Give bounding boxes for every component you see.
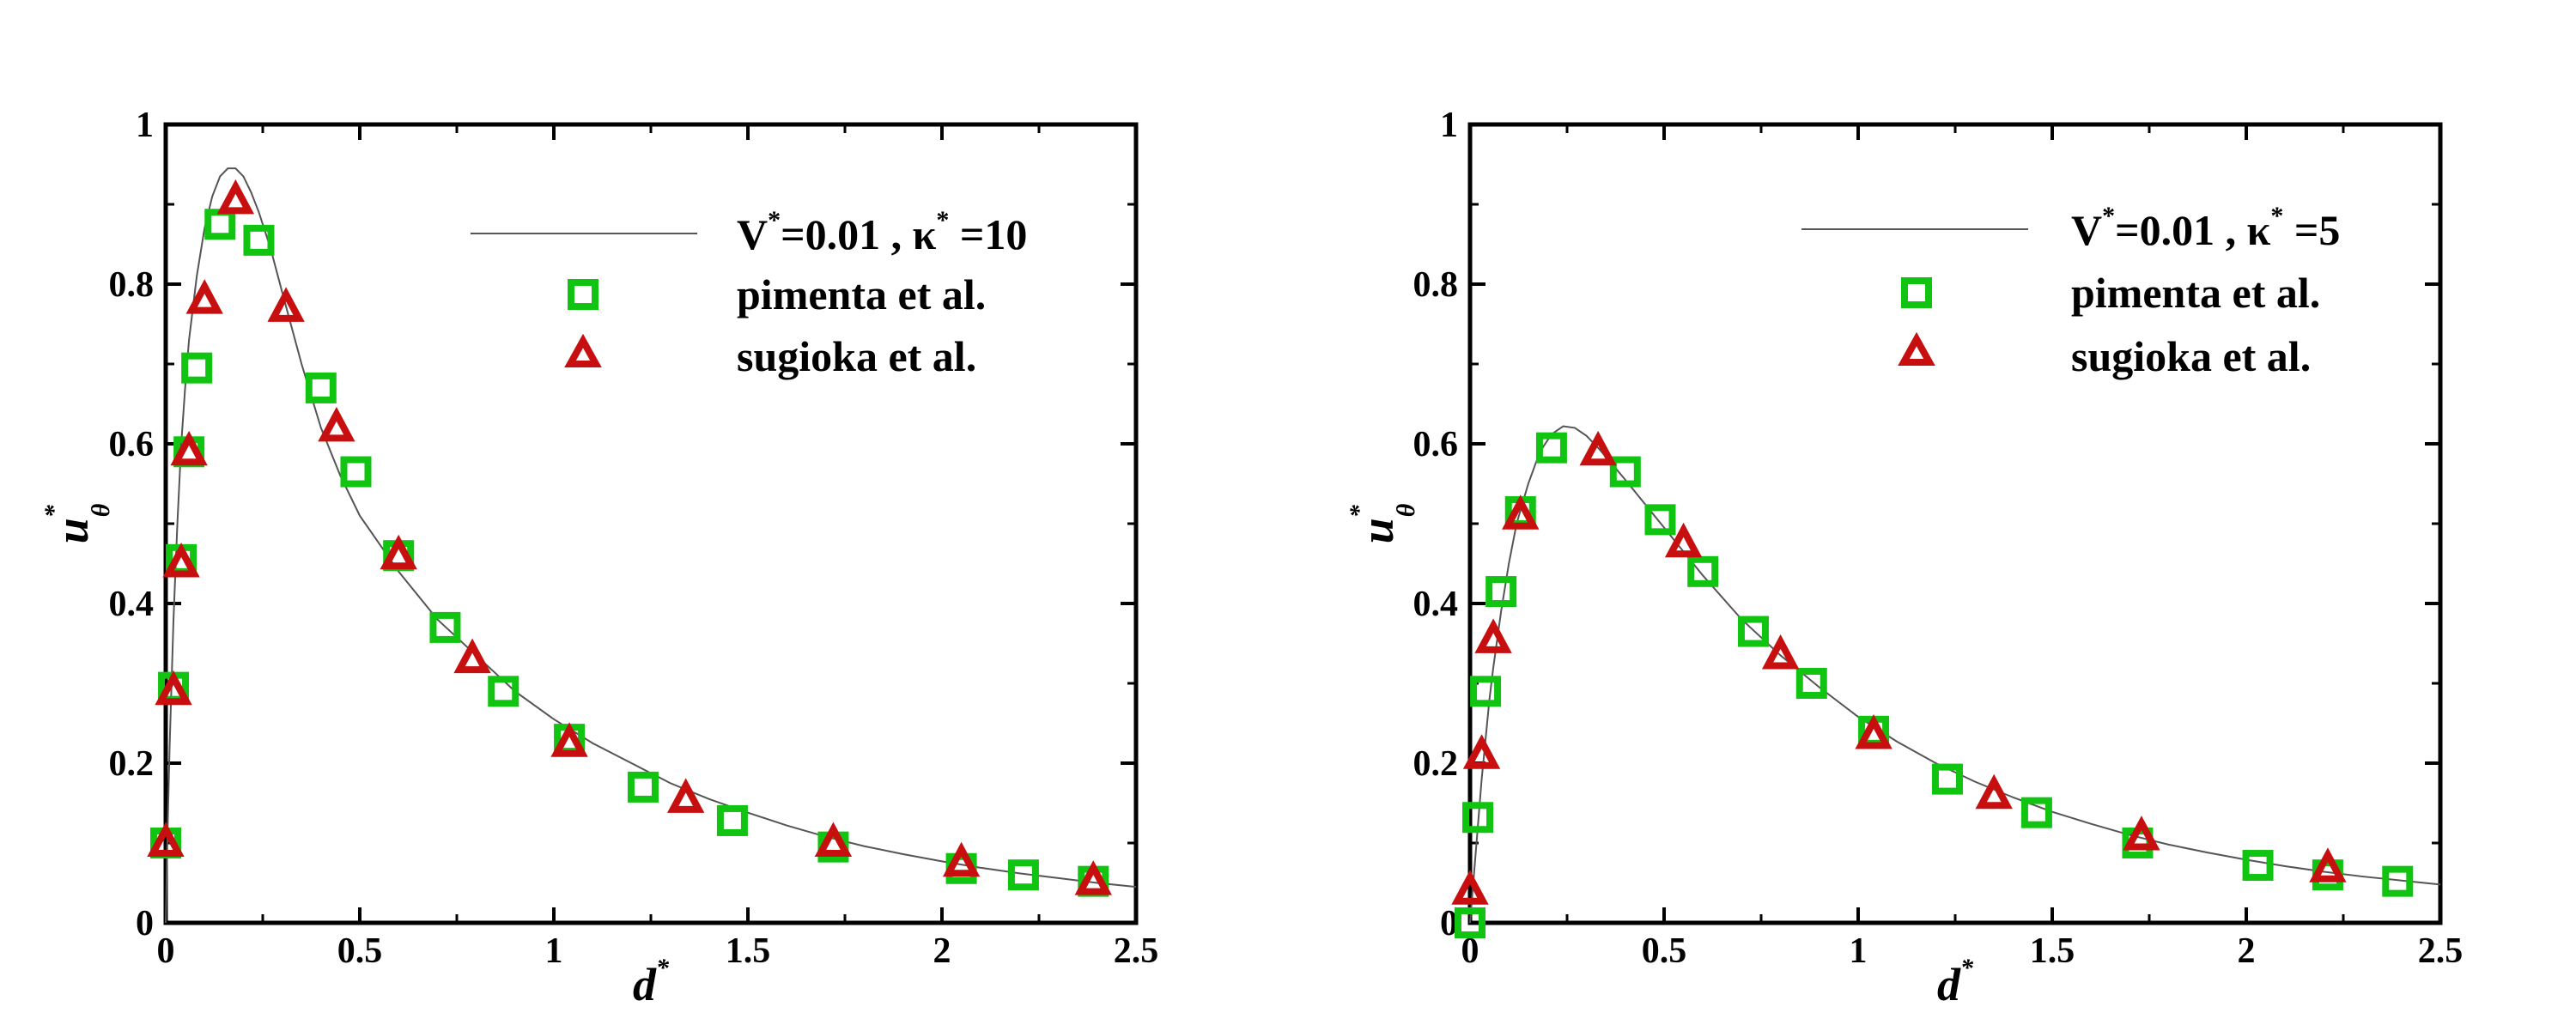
y-tick-label: 0.2 [109,744,155,784]
legend-triangle-marker [564,333,602,367]
square-marker [340,456,372,488]
legend-squares-label: pimenta et al. [737,270,986,318]
legend-squares-label: pimenta et al. [2071,269,2320,317]
square-marker [1485,576,1517,608]
triangle-marker [1761,634,1800,670]
legend-triangles-label: sugioka et al. [737,332,976,380]
legend: V*=0.01 , κ* =5 pimenta et al. sugioka e… [1801,202,2340,380]
triangle-marker [942,841,981,877]
triangle-marker [318,406,355,442]
triangle-marker [1074,860,1112,895]
x-tick-label: 2 [2238,931,2256,971]
triangle-marker [1664,522,1703,558]
x-tick-label: 1 [545,931,563,971]
triangle-marker [380,534,417,570]
square-marker [1007,859,1039,891]
x-tick-label: 1.5 [2030,931,2075,971]
triangle-marker [453,638,491,674]
square-marker [1931,763,1963,795]
y-axis-label: u* θ [1345,503,1420,543]
y-tick-label: 0.6 [1413,425,1459,464]
square-marker [2382,865,2414,897]
square-marker [1462,802,1494,834]
triangle-marker [162,543,200,578]
y-tick-label: 0.4 [109,585,155,624]
square-marker [2242,850,2274,882]
legend: V*=0.01 , κ* =10 pimenta et al. sugioka … [471,206,1027,380]
triangle-marker [1855,713,1893,749]
x-tick-label: 0.5 [1642,931,1687,971]
y-tick-label: 0.2 [1413,744,1459,784]
triangle-marker [550,722,588,757]
legend-line-label: V*=0.01 , κ* =5 [2071,202,2340,254]
triangle-marker [185,279,223,314]
triangle-marker [1474,618,1512,653]
square-marker [204,209,236,240]
triangle-marker [814,822,853,857]
y-tick-label: 0 [1440,904,1458,943]
triangle-marker [1451,870,1489,905]
x-tick-label: 2.5 [1114,931,1159,971]
square-marker [1687,555,1719,587]
triangle-marker [147,822,185,857]
triangle-marker [170,430,208,466]
triangle-marker [1462,734,1501,769]
square-marker [1644,504,1676,536]
triangle-marker [1502,494,1540,530]
chart-right: u* θ d* V*=0.01 , κ* =5 pimenta et al. su… [1345,106,2463,1010]
x-axis-label: d* [633,954,670,1010]
legend-line-label: V*=0.01 , κ* =10 [737,206,1027,258]
triangle-marker [1579,430,1617,466]
square-marker [243,224,275,256]
triangle-marker [666,778,705,813]
square-marker [1795,668,1827,699]
legend-square-marker [568,279,598,310]
triangle-marker [2123,816,2160,851]
triangle-marker [2309,847,2347,882]
square-marker [1737,616,1769,647]
x-tick-label: 1 [1850,931,1868,971]
triangle-marker [267,287,305,322]
legend-square-marker [1901,277,1932,308]
x-axis-label: d* [1937,954,1974,1010]
triangle-marker [216,179,255,215]
series-line [165,167,1137,924]
triangle-marker [1975,773,2013,810]
square-marker [1609,456,1641,488]
x-tick-label: 1.5 [726,931,771,971]
y-tick-label: 0 [136,904,154,943]
y-tick-label: 0.8 [1413,265,1459,305]
y-tick-label: 0.4 [1413,585,1459,624]
square-marker [305,372,337,403]
y-axis-label: u* θ [39,503,115,543]
x-tick-label: 2 [933,931,951,971]
square-marker [488,676,519,707]
square-marker [1470,676,1502,707]
y-tick-label: 0.6 [109,425,155,464]
square-marker [429,611,461,643]
x-tick-label: 0.5 [337,931,383,971]
y-tick-label: 1 [136,106,154,145]
square-marker [2020,797,2052,828]
square-marker [1455,907,1485,938]
chart-left: u* θ d* V*=0.01 , κ* =10 pimenta et al. s… [39,106,1158,1010]
legend-triangle-marker [1898,331,1935,366]
x-tick-label: 0 [157,931,175,971]
square-marker [181,352,213,384]
series-line [1469,425,2441,924]
x-tick-label: 0 [1461,931,1479,971]
square-marker [627,771,659,803]
y-tick-label: 1 [1440,106,1458,145]
triangle-marker [155,670,192,706]
legend-triangles-label: sugioka et al. [2071,332,2311,380]
y-tick-label: 0.8 [109,265,155,305]
x-tick-label: 2.5 [2418,931,2464,971]
square-marker [1535,432,1567,464]
square-marker [716,804,748,836]
